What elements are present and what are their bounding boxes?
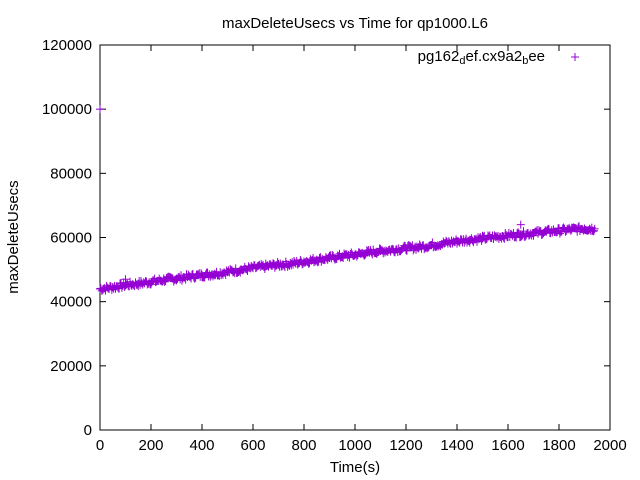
y-tick-label: 80000 [50, 165, 92, 182]
data-point [210, 269, 219, 278]
x-tick-label: 1600 [491, 437, 524, 454]
data-point [555, 226, 563, 235]
data-point [325, 254, 334, 263]
x-tick-label: 1400 [440, 437, 473, 454]
x-tick-label: 600 [240, 437, 265, 454]
data-point [108, 283, 117, 292]
data-point [504, 231, 512, 240]
y-tick-label: 20000 [50, 358, 92, 375]
data-point [440, 239, 449, 248]
y-axis-label: maxDeleteUsecs [5, 180, 22, 293]
data-points [96, 105, 599, 295]
data-point-outlier [96, 105, 104, 114]
legend-label: pg162def.cx9a2bee [418, 48, 545, 67]
data-point [274, 260, 283, 269]
data-point [198, 271, 206, 280]
y-tick-label: 40000 [50, 294, 92, 311]
x-tick-label: 1800 [542, 437, 575, 454]
y-tick-label: 100000 [42, 101, 92, 118]
data-point [160, 277, 169, 286]
data-point [197, 269, 206, 278]
data-point [567, 225, 576, 234]
data-point [330, 255, 339, 264]
data-point [590, 224, 599, 233]
data-point [589, 226, 598, 235]
data-point [516, 230, 525, 239]
data-point [134, 279, 143, 288]
x-axis-label: Time(s) [330, 459, 380, 476]
data-point [172, 274, 181, 283]
y-tick-label: 60000 [50, 230, 92, 247]
x-tick-label: 2000 [593, 437, 626, 454]
data-point [402, 244, 410, 253]
x-tick-label: 400 [189, 437, 214, 454]
data-point [389, 245, 398, 254]
y-tick-label: 120000 [42, 37, 92, 54]
data-point [580, 224, 589, 233]
x-tick-label: 200 [138, 437, 163, 454]
data-point [261, 262, 270, 271]
data-point [190, 274, 199, 283]
y-tick-label: 0 [84, 422, 92, 439]
legend-plus-icon [571, 53, 579, 61]
data-point [478, 234, 487, 243]
legend: pg162def.cx9a2bee [418, 48, 579, 67]
data-point [312, 255, 321, 264]
data-point [427, 241, 436, 250]
x-tick-label: 1200 [389, 437, 422, 454]
x-tick-label: 0 [96, 437, 104, 454]
data-point [300, 257, 308, 266]
x-tick-label: 1000 [338, 437, 371, 454]
data-point [223, 267, 232, 276]
data-point [491, 232, 500, 241]
x-tick-label: 800 [291, 437, 316, 454]
data-point [465, 235, 474, 244]
data-point [376, 246, 385, 255]
data-point-outlier [516, 220, 525, 229]
data-point [236, 265, 245, 274]
data-point [453, 237, 461, 246]
data-point [351, 250, 359, 259]
data-point-outlier [121, 275, 130, 284]
data-point [287, 259, 296, 268]
data-point [96, 284, 104, 293]
data-point [363, 248, 372, 257]
data-point [414, 243, 423, 252]
data-point [529, 229, 538, 238]
legend-marker [571, 53, 579, 61]
data-point [159, 275, 168, 284]
data-point [338, 252, 347, 261]
chart-title: maxDeleteUsecs vs Time for qp1000.L6 [222, 15, 488, 32]
axis-ticks: 0 200 400 600 800 1000 1200 1400 1600 1800 2000020… [42, 37, 627, 454]
data-point [542, 227, 551, 236]
data-point [147, 277, 155, 286]
data-point [249, 263, 257, 272]
data-point [185, 272, 194, 281]
